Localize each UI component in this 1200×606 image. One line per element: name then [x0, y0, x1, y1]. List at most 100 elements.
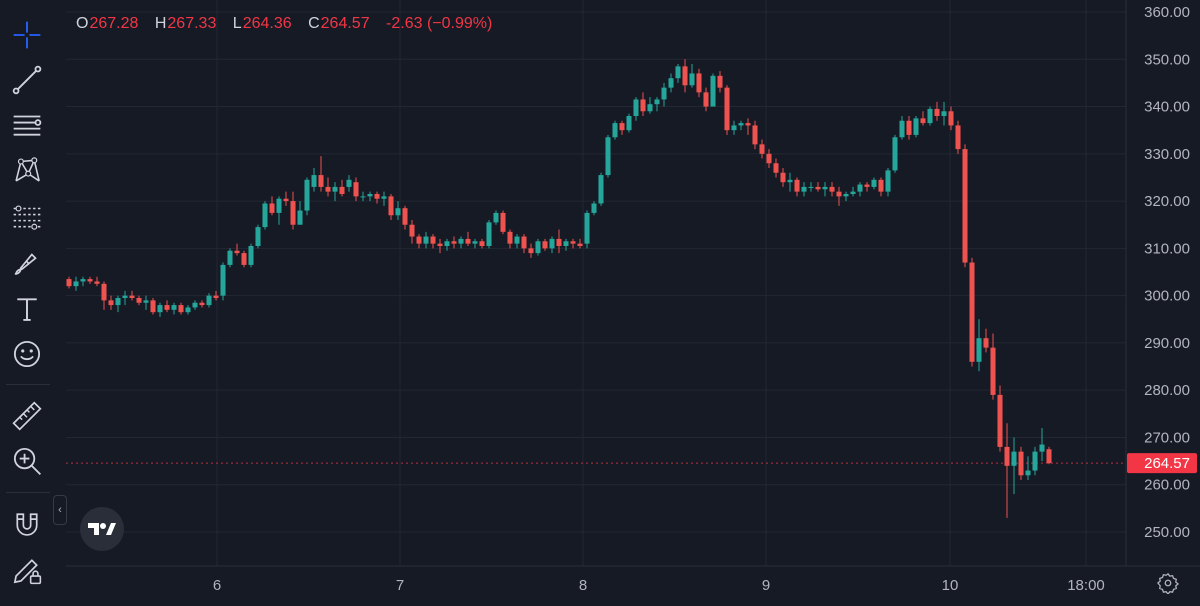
- candle-body: [297, 210, 303, 225]
- candle-body: [339, 186, 345, 194]
- candle-body: [689, 73, 695, 86]
- trend-line-tool[interactable]: [7, 60, 47, 100]
- candle-body: [556, 238, 562, 246]
- candle-body: [283, 198, 289, 202]
- candle-body: [507, 231, 513, 244]
- candle-body: [248, 246, 254, 265]
- time-tick-label: 10: [942, 577, 959, 594]
- candle-body: [808, 186, 814, 188]
- candle-body: [206, 295, 212, 306]
- brush-tool[interactable]: [7, 243, 47, 283]
- price-tick-label: 280.00: [1144, 382, 1190, 399]
- candle-body: [780, 172, 786, 183]
- candle-body: [318, 175, 324, 187]
- candle-body: [542, 241, 548, 249]
- magnet-tool[interactable]: [7, 504, 47, 544]
- ohlc-legend: O267.28 H267.33 L264.36 C264.57 -2.63 (−…: [76, 15, 504, 33]
- candle-body: [171, 305, 177, 310]
- candle-body: [535, 241, 541, 254]
- candle-body: [990, 347, 996, 395]
- candle-body: [129, 295, 135, 298]
- text-tool[interactable]: [7, 289, 47, 329]
- candle-body: [878, 179, 884, 192]
- candle-body: [87, 279, 93, 282]
- emoji-tool[interactable]: [7, 334, 47, 374]
- candle-body: [787, 179, 793, 183]
- toolbar-separator: [6, 384, 50, 385]
- candle-body: [528, 248, 534, 254]
- candle-body: [234, 250, 240, 254]
- candle-body: [1004, 446, 1010, 466]
- candle-body: [199, 302, 205, 306]
- candle-body: [367, 194, 373, 197]
- candle-body: [549, 238, 555, 249]
- price-tick-label: 360.00: [1144, 4, 1190, 21]
- candle-body: [311, 175, 317, 187]
- candle-body: [703, 92, 709, 107]
- candle-body: [101, 283, 107, 301]
- candle-body: [640, 99, 646, 112]
- candle-body: [675, 66, 681, 79]
- text-icon: [17, 298, 37, 321]
- candle-body: [906, 120, 912, 135]
- collapse-toolbar-button[interactable]: ‹: [53, 495, 67, 525]
- candle-body: [1039, 444, 1045, 452]
- candle-body: [801, 186, 807, 192]
- candle-body: [269, 203, 275, 213]
- candle-body: [619, 123, 625, 131]
- time-tick-label: 9: [762, 577, 770, 594]
- candle-body: [157, 305, 163, 313]
- candle-body: [521, 236, 527, 249]
- candle-body: [493, 212, 499, 223]
- candle-body: [815, 186, 821, 190]
- candle-body: [185, 307, 191, 313]
- candle-body: [444, 241, 450, 246]
- candle-body: [262, 203, 268, 228]
- crosshair-tool[interactable]: [7, 15, 47, 55]
- candle-body: [332, 186, 338, 192]
- price-tick-label: 270.00: [1144, 429, 1190, 446]
- price-tick-label: 340.00: [1144, 99, 1190, 116]
- candle-body: [192, 302, 198, 308]
- candle-body: [969, 262, 975, 362]
- candle-body: [633, 99, 639, 116]
- candle-body: [1046, 449, 1052, 464]
- candle-body: [374, 194, 380, 199]
- price-tick-label: 350.00: [1144, 51, 1190, 68]
- candle-body: [514, 236, 520, 244]
- time-tick-label: 8: [579, 577, 587, 594]
- candle-body: [955, 125, 961, 150]
- high-value: 267.33: [167, 15, 217, 32]
- lock-pencil-icon: [13, 559, 42, 585]
- horizontal-lines-tool[interactable]: [7, 105, 47, 145]
- ruler-tool[interactable]: [7, 396, 47, 436]
- candle-body: [346, 179, 352, 187]
- candle-body: [500, 212, 506, 232]
- candle-body: [136, 298, 142, 303]
- candle-body: [164, 305, 170, 310]
- horizontal-lines-icon: [13, 115, 42, 136]
- pattern-tool[interactable]: [7, 150, 47, 190]
- ruler-icon: [12, 401, 42, 431]
- zoom-tool[interactable]: [7, 441, 47, 481]
- candle-body: [570, 241, 576, 244]
- candle-body: [409, 224, 415, 237]
- time-axis: 6 7 8 9 10 18:00: [66, 565, 1200, 594]
- emoji-icon: [13, 340, 41, 368]
- price-axis: 360.00 350.00 340.00 330.00 320.00 310.00 300.…: [1125, 0, 1190, 566]
- candle-body: [661, 87, 667, 100]
- candle-body: [220, 264, 226, 296]
- candle-body: [598, 175, 604, 204]
- settings-gear-icon[interactable]: [1157, 572, 1179, 594]
- candle-body: [934, 108, 940, 116]
- crosshair-icon: [13, 21, 41, 49]
- tradingview-logo[interactable]: [80, 507, 124, 551]
- candle-body: [290, 201, 296, 225]
- pattern-icon: [15, 157, 40, 182]
- lock-drawings-tool[interactable]: [7, 550, 47, 590]
- candle-body: [115, 298, 121, 306]
- fib-tool[interactable]: [7, 197, 47, 237]
- candle-body: [430, 236, 436, 244]
- candle-body: [255, 227, 261, 246]
